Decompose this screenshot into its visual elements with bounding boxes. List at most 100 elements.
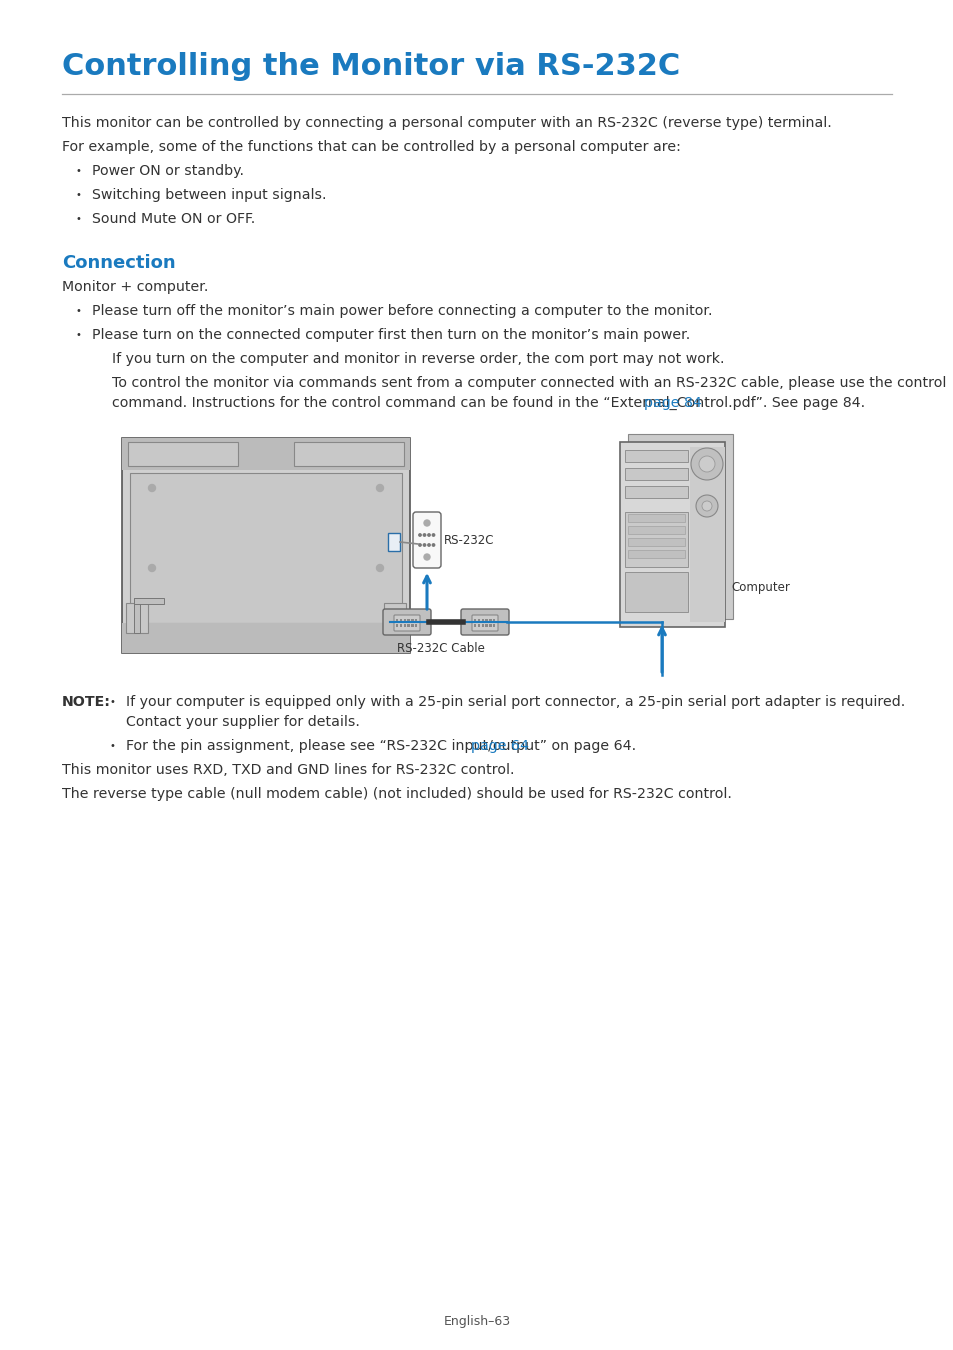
Text: Computer: Computer	[730, 580, 789, 594]
FancyBboxPatch shape	[394, 616, 419, 630]
Text: This monitor uses RXD, TXD and GND lines for RS-232C control.: This monitor uses RXD, TXD and GND lines…	[62, 763, 514, 778]
Bar	[627, 433, 732, 620]
Text: RS-232C: RS-232C	[443, 533, 494, 547]
Text: To control the monitor via commands sent from a computer connected with an RS-23: To control the monitor via commands sent…	[112, 377, 945, 390]
Bar	[133, 598, 164, 603]
Circle shape	[149, 564, 155, 571]
Circle shape	[423, 554, 430, 560]
Circle shape	[376, 485, 383, 491]
Circle shape	[690, 448, 722, 481]
Circle shape	[423, 533, 425, 536]
Bar	[415, 620, 417, 621]
Text: Contact your supplier for details.: Contact your supplier for details.	[126, 716, 359, 729]
Text: page 84: page 84	[643, 396, 701, 410]
Bar	[481, 624, 483, 626]
Bar	[133, 598, 140, 633]
Circle shape	[699, 456, 714, 472]
Bar	[481, 620, 483, 621]
Bar	[407, 620, 410, 621]
Text: •: •	[76, 329, 82, 340]
Bar	[689, 447, 724, 622]
Bar	[627, 526, 684, 535]
Bar	[485, 624, 487, 626]
Circle shape	[701, 501, 711, 512]
Bar	[624, 468, 687, 481]
Text: RS-232C Cable: RS-232C Cable	[396, 643, 484, 655]
Bar	[395, 620, 398, 621]
Bar	[395, 624, 398, 626]
Text: If you turn on the computer and monitor in reverse order, the com port may not w: If you turn on the computer and monitor …	[112, 352, 723, 366]
Bar	[619, 441, 724, 626]
Text: For the pin assignment, please see “RS-232C input/output” on page 64.: For the pin assignment, please see “RS-2…	[126, 738, 636, 753]
Circle shape	[418, 544, 421, 547]
FancyBboxPatch shape	[382, 609, 431, 634]
Bar	[122, 622, 410, 653]
Circle shape	[427, 533, 430, 536]
Text: Please turn on the connected computer first then turn on the monitor’s main powe: Please turn on the connected computer fi…	[91, 328, 690, 342]
Bar	[388, 533, 399, 551]
Text: •: •	[76, 190, 82, 200]
Bar	[122, 437, 410, 470]
Bar	[122, 437, 410, 653]
Text: This monitor can be controlled by connecting a personal computer with an RS-232C: This monitor can be controlled by connec…	[62, 116, 831, 130]
Text: For example, some of the functions that can be controlled by a personal computer: For example, some of the functions that …	[62, 140, 680, 154]
Text: •: •	[76, 166, 82, 176]
Text: command. Instructions for the control command can be found in the “External_Cont: command. Instructions for the control co…	[112, 396, 864, 410]
Text: Monitor + computer.: Monitor + computer.	[62, 279, 208, 294]
Circle shape	[432, 533, 435, 536]
Circle shape	[418, 533, 421, 536]
Text: Connection: Connection	[62, 254, 175, 271]
Text: •: •	[110, 741, 115, 751]
Circle shape	[432, 544, 435, 547]
Bar	[627, 549, 684, 558]
Circle shape	[427, 544, 430, 547]
Circle shape	[376, 564, 383, 571]
Bar	[489, 624, 491, 626]
Bar	[399, 624, 402, 626]
Circle shape	[423, 544, 425, 547]
Text: Power ON or standby.: Power ON or standby.	[91, 163, 244, 178]
Bar	[477, 620, 479, 621]
Bar	[130, 472, 401, 622]
Bar	[399, 620, 402, 621]
Text: English–63: English–63	[443, 1315, 510, 1328]
Bar	[294, 441, 403, 466]
Text: •: •	[76, 215, 82, 224]
Bar	[624, 486, 687, 498]
Bar	[493, 624, 495, 626]
Bar	[403, 624, 406, 626]
Bar	[411, 620, 414, 621]
Bar	[624, 450, 687, 462]
Bar	[407, 624, 410, 626]
Bar	[403, 620, 406, 621]
Text: If your computer is equipped only with a 25-pin serial port connector, a 25-pin : If your computer is equipped only with a…	[126, 695, 904, 709]
Bar	[415, 624, 417, 626]
Text: •: •	[110, 697, 115, 707]
Text: Sound Mute ON or OFF.: Sound Mute ON or OFF.	[91, 212, 255, 225]
Bar	[624, 572, 687, 612]
Text: Switching between input signals.: Switching between input signals.	[91, 188, 326, 202]
FancyBboxPatch shape	[460, 609, 509, 634]
Bar	[411, 624, 414, 626]
Circle shape	[696, 495, 718, 517]
Text: NOTE:: NOTE:	[62, 695, 111, 709]
FancyBboxPatch shape	[413, 512, 440, 568]
Bar	[128, 441, 237, 466]
Bar	[485, 620, 487, 621]
Bar	[493, 620, 495, 621]
Bar	[474, 624, 476, 626]
Bar	[624, 512, 687, 567]
Bar	[474, 620, 476, 621]
Text: Please turn off the monitor’s main power before connecting a computer to the mon: Please turn off the monitor’s main power…	[91, 304, 712, 319]
Bar	[627, 514, 684, 522]
Circle shape	[149, 485, 155, 491]
Circle shape	[423, 520, 430, 526]
Bar	[627, 539, 684, 545]
Bar	[477, 624, 479, 626]
FancyBboxPatch shape	[472, 616, 497, 630]
Text: page 64: page 64	[471, 738, 529, 753]
Bar	[384, 603, 406, 633]
Text: •: •	[76, 306, 82, 316]
Text: The reverse type cable (null modem cable) (not included) should be used for RS-2: The reverse type cable (null modem cable…	[62, 787, 731, 801]
Bar	[126, 603, 148, 633]
